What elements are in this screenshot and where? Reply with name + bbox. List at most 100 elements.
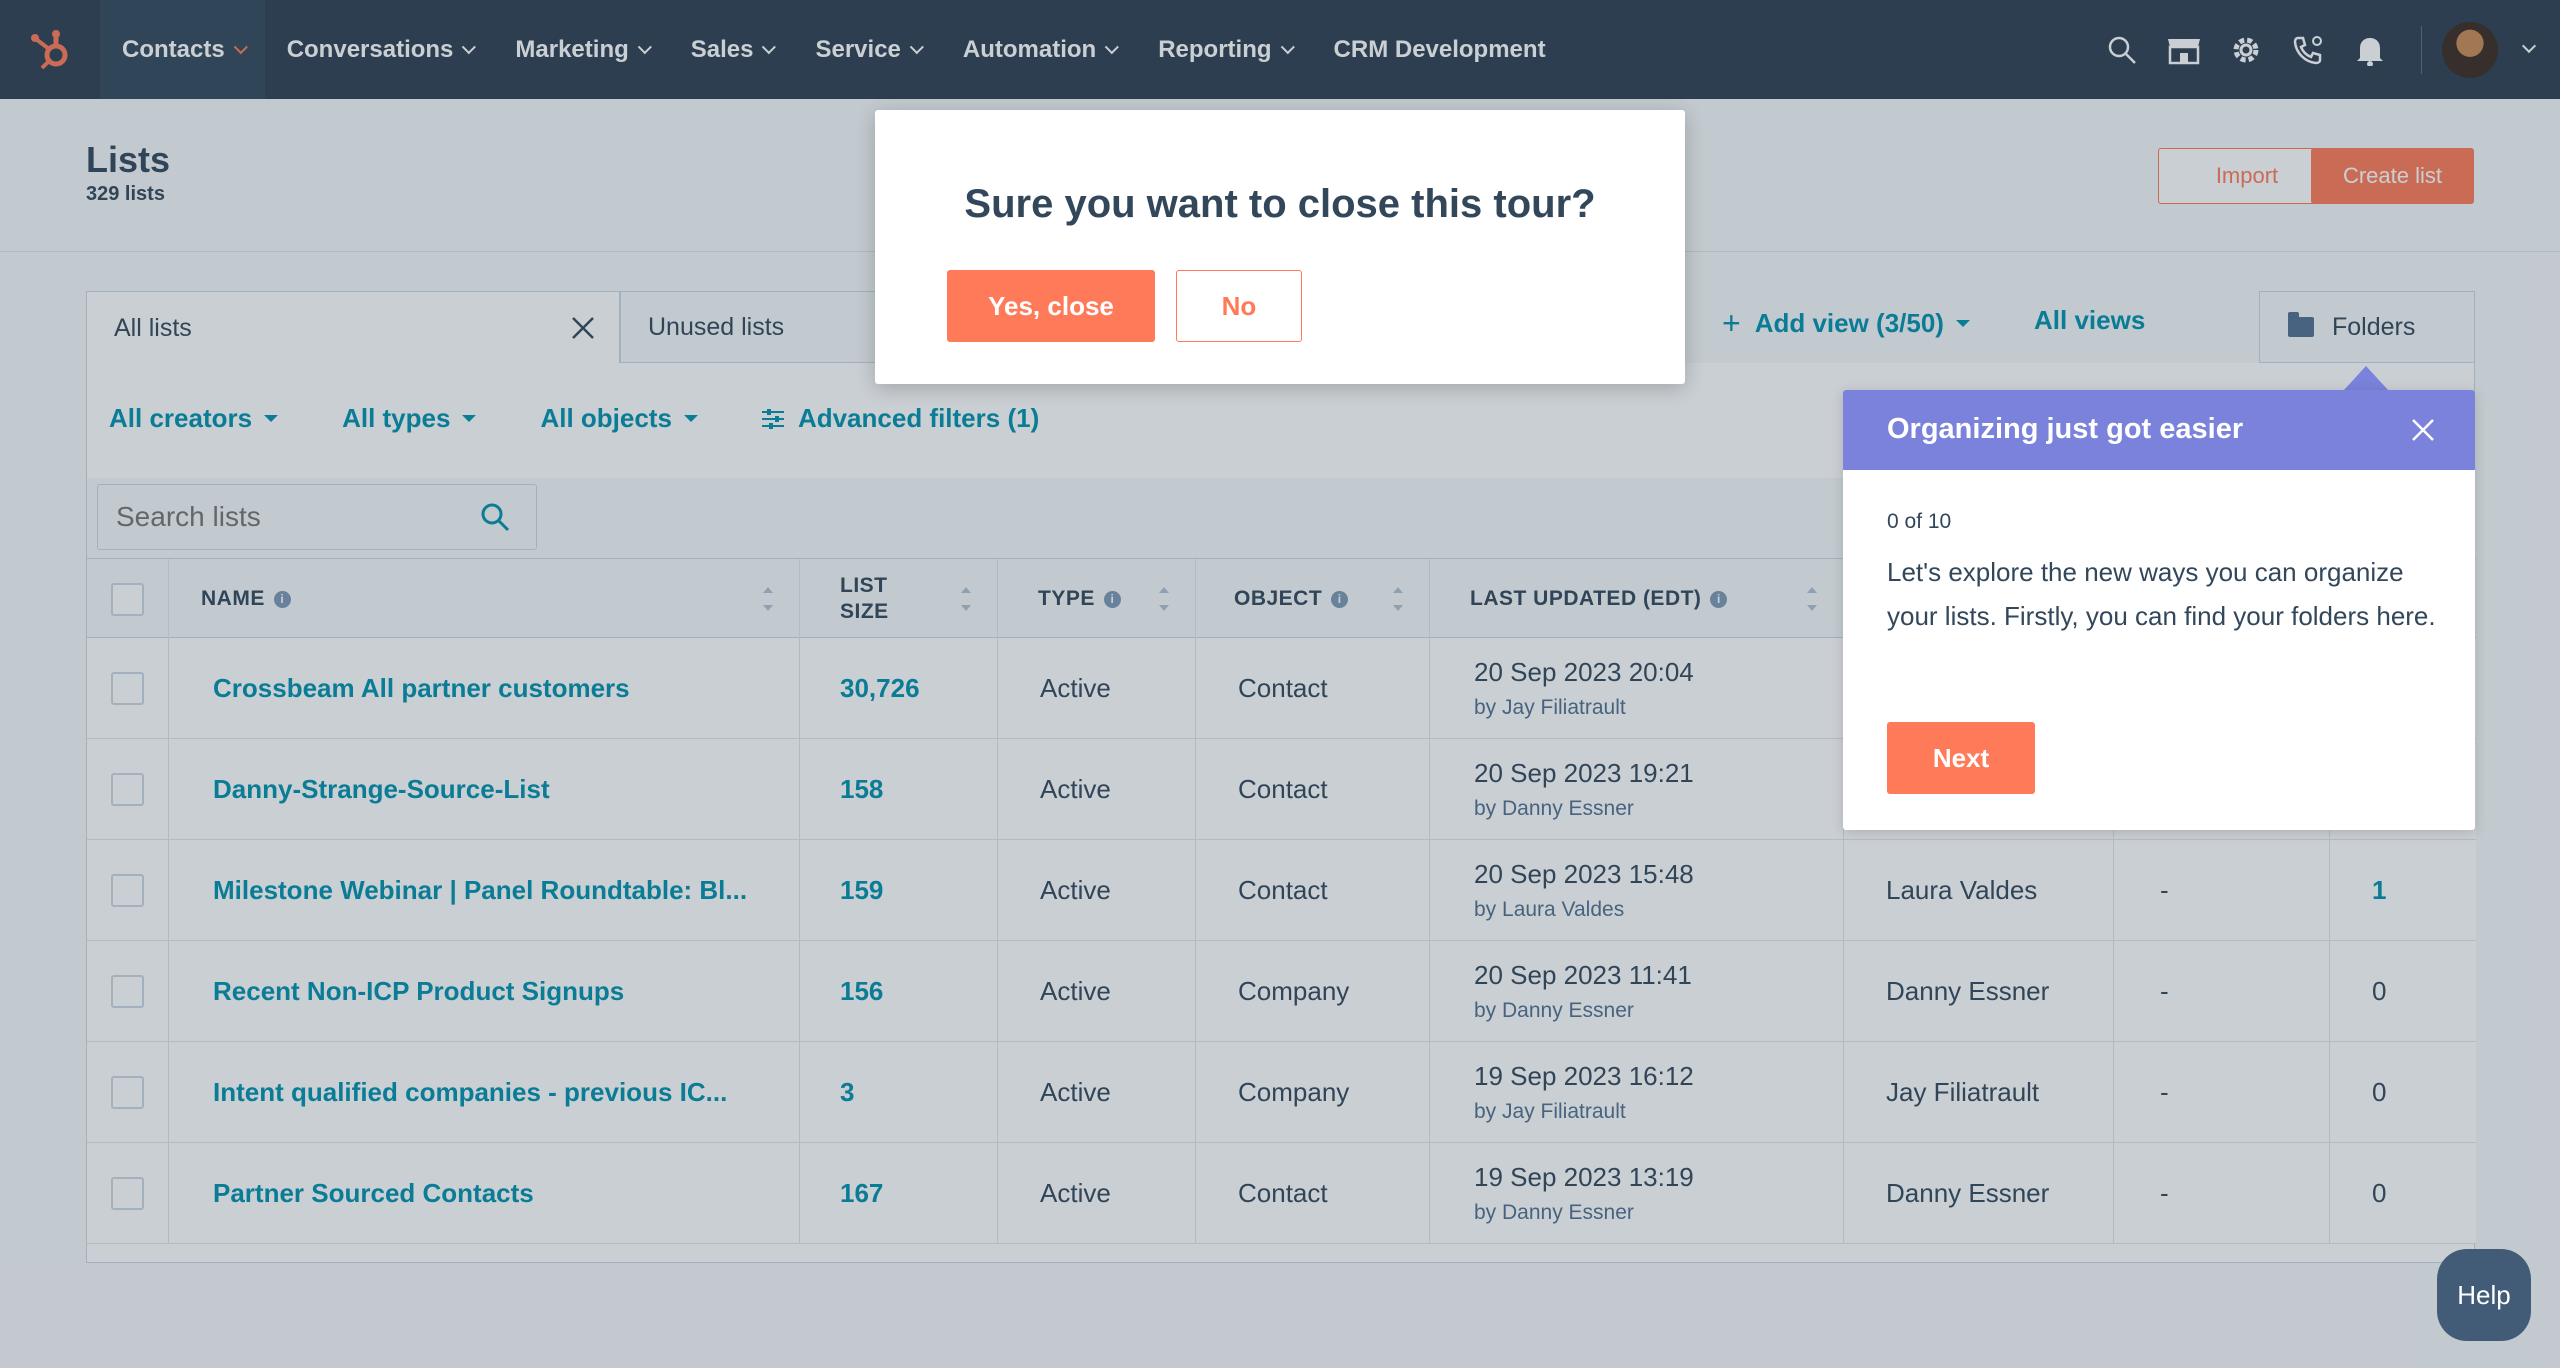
- cell-text: Active: [1040, 774, 1111, 804]
- column-header-list-size[interactable]: LIST SIZE: [800, 559, 998, 639]
- yes-close-button[interactable]: Yes, close: [947, 270, 1155, 342]
- search-input[interactable]: [116, 501, 476, 533]
- nav-item-label: Service: [815, 35, 901, 63]
- nav-item-marketing[interactable]: Marketing: [493, 0, 668, 99]
- page-title: Lists: [86, 139, 171, 180]
- cell-text: Company: [1238, 976, 1350, 1006]
- nav-item-sales[interactable]: Sales: [669, 0, 794, 99]
- hubspot-logo-icon[interactable]: [0, 0, 100, 99]
- nav-item-contacts[interactable]: Contacts: [100, 0, 265, 99]
- add-view-button[interactable]: + Add view (3/50): [1722, 305, 1970, 342]
- marketplace-icon[interactable]: [2153, 0, 2215, 99]
- no-button[interactable]: No: [1176, 270, 1302, 342]
- row-checkbox[interactable]: [111, 975, 144, 1008]
- cell-text: -: [2160, 1077, 2169, 1107]
- cell-size[interactable]: 3: [800, 1042, 998, 1143]
- gear-icon[interactable]: [2215, 0, 2277, 99]
- sort-icon[interactable]: [1393, 587, 1403, 611]
- cell-name[interactable]: Milestone Webinar | Panel Roundtable: Bl…: [169, 840, 800, 941]
- cell-text: 156: [840, 976, 884, 1006]
- types-filter[interactable]: All types: [342, 403, 477, 434]
- column-header-type[interactable]: TYPE i: [998, 559, 1196, 639]
- cell-text: Active: [1040, 976, 1111, 1006]
- search-field[interactable]: [97, 484, 537, 550]
- tab-label: Unused lists: [648, 312, 785, 341]
- cell-size[interactable]: 159: [800, 840, 998, 941]
- cell-size[interactable]: 167: [800, 1143, 998, 1244]
- all-views-link[interactable]: All views: [2034, 305, 2146, 335]
- table-row[interactable]: Recent Non-ICP Product Signups 156 Active C…: [87, 941, 2476, 1042]
- popover-title: Organizing just got easier: [1887, 413, 2244, 445]
- info-icon[interactable]: i: [273, 590, 291, 608]
- cell-creator: Laura Valdes: [1844, 840, 2114, 941]
- folders-label: Folders: [2332, 312, 2416, 341]
- cell-creator: Jay Filiatrault: [1844, 1042, 2114, 1143]
- row-checkbox[interactable]: [111, 1076, 144, 1109]
- row-checkbox[interactable]: [111, 672, 144, 705]
- create-list-button[interactable]: Create list: [2311, 148, 2474, 204]
- info-icon[interactable]: i: [1331, 590, 1349, 608]
- row-checkbox[interactable]: [111, 773, 144, 806]
- cell-updated: 20 Sep 2023 19:21 by Danny Essner: [1430, 739, 1844, 840]
- column-header-name[interactable]: NAME i: [169, 559, 800, 639]
- select-all-checkbox[interactable]: [111, 582, 144, 616]
- info-icon[interactable]: i: [1710, 590, 1728, 608]
- sort-icon[interactable]: [1807, 587, 1817, 611]
- cell-folder: -: [2114, 1143, 2330, 1244]
- avatar[interactable]: [2442, 21, 2498, 78]
- cell-name[interactable]: Danny-Strange-Source-List: [169, 739, 800, 840]
- tour-body-text: Let's explore the new ways you can organ…: [1887, 557, 2436, 631]
- cell-text: 158: [840, 774, 884, 804]
- table-row[interactable]: Intent qualified companies - previous IC…: [87, 1042, 2476, 1143]
- top-navigation: Contacts Conversations Marketing Sales Servi…: [0, 0, 2560, 99]
- nav-item-crm-development[interactable]: CRM Development: [1312, 0, 1568, 99]
- list-count: 329 lists: [86, 183, 165, 205]
- sort-icon[interactable]: [961, 587, 971, 611]
- nav-item-reporting[interactable]: Reporting: [1136, 0, 1311, 99]
- row-checkbox[interactable]: [111, 1177, 144, 1210]
- search-icon[interactable]: [480, 502, 510, 537]
- info-icon[interactable]: i: [1103, 590, 1121, 608]
- tab-all-lists[interactable]: All lists: [86, 291, 620, 364]
- nav-item-automation[interactable]: Automation: [941, 0, 1136, 99]
- cell-name[interactable]: Crossbeam All partner customers: [169, 638, 800, 739]
- column-header-last-updated[interactable]: LAST UPDATED (EDT) i: [1430, 559, 1844, 639]
- cell-text: Recent Non-ICP Product Signups: [213, 976, 625, 1006]
- sliders-icon: [761, 408, 784, 429]
- cell-text: 19 Sep 2023 16:12: [1474, 1061, 1694, 1091]
- creators-filter[interactable]: All creators: [109, 403, 279, 434]
- cell-size[interactable]: 156: [800, 941, 998, 1042]
- table-row[interactable]: Partner Sourced Contacts 167 Active Contact…: [87, 1143, 2476, 1244]
- cell-size[interactable]: 158: [800, 739, 998, 840]
- row-select-cell: [87, 1143, 169, 1244]
- cell-name[interactable]: Partner Sourced Contacts: [169, 1143, 800, 1244]
- tab-unused-lists[interactable]: Unused lists: [620, 291, 880, 363]
- column-header-label: SIZE: [840, 600, 889, 623]
- advanced-filters-button[interactable]: Advanced filters (1): [761, 403, 1039, 434]
- import-button[interactable]: Import: [2158, 148, 2336, 204]
- nav-item-conversations[interactable]: Conversations: [265, 0, 494, 99]
- help-button[interactable]: Help: [2437, 1249, 2531, 1341]
- search-icon[interactable]: [2091, 0, 2153, 99]
- close-icon[interactable]: [569, 314, 597, 342]
- cell-updated: 19 Sep 2023 16:12 by Jay Filiatrault: [1430, 1042, 1844, 1143]
- sort-icon[interactable]: [1159, 587, 1169, 611]
- column-header-object[interactable]: OBJECT i: [1196, 559, 1430, 639]
- cell-text: Contact: [1238, 774, 1328, 804]
- cell-name[interactable]: Recent Non-ICP Product Signups: [169, 941, 800, 1042]
- next-button[interactable]: Next: [1887, 722, 2035, 794]
- nav-item-service[interactable]: Service: [793, 0, 940, 99]
- close-icon[interactable]: [2409, 416, 2437, 444]
- cell-text: Active: [1040, 1077, 1111, 1107]
- bell-icon[interactable]: [2339, 0, 2401, 99]
- table-row[interactable]: Milestone Webinar | Panel Roundtable: Bl…: [87, 840, 2476, 941]
- phone-icon[interactable]: [2277, 0, 2339, 99]
- cell-name[interactable]: Intent qualified companies - previous IC…: [169, 1042, 800, 1143]
- folders-tab[interactable]: Folders: [2259, 291, 2475, 363]
- row-checkbox[interactable]: [111, 874, 144, 907]
- objects-filter[interactable]: All objects: [540, 403, 698, 434]
- cell-text: Contact: [1238, 673, 1328, 703]
- updated-by-text: by Jay Filiatrault: [1474, 1100, 1626, 1123]
- sort-icon[interactable]: [763, 587, 773, 611]
- cell-size[interactable]: 30,726: [800, 638, 998, 739]
